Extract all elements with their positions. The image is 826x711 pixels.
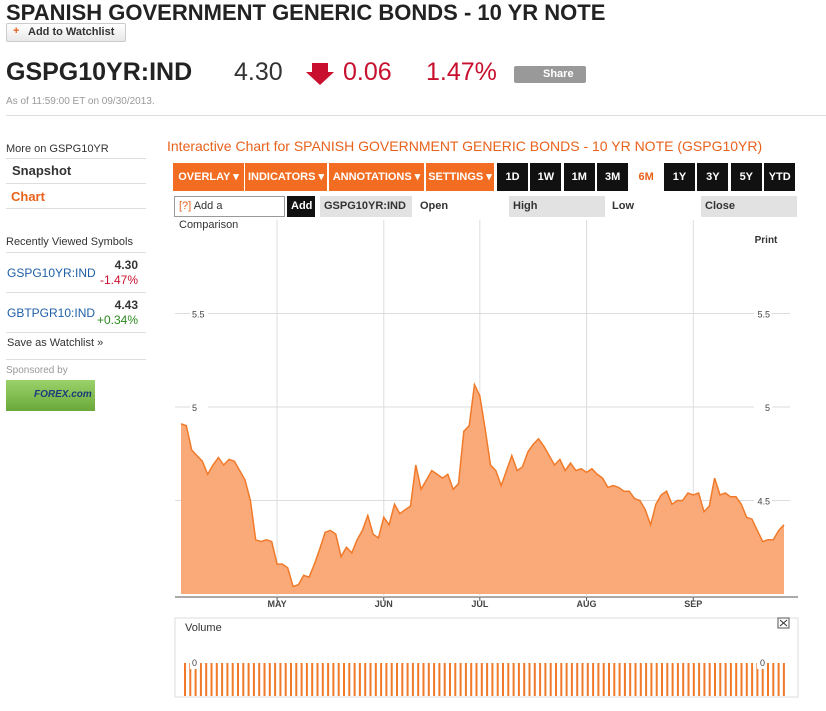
recent-change: +0.34% (96, 313, 138, 327)
tick-bg (754, 306, 772, 320)
range-button[interactable]: 3Y (697, 163, 729, 191)
sponsor-name: FOREX.com (34, 389, 92, 400)
more-on: More on GSPG10YR (6, 143, 109, 155)
y-tick-label: 5 (192, 403, 197, 413)
y-tick-label: 5.5 (192, 310, 205, 320)
divider (6, 183, 146, 184)
timestamp: As of 11:59:00 ET on 09/30/2013. (6, 96, 155, 107)
range-button[interactable]: 3M (597, 163, 629, 191)
field: Low (612, 200, 634, 212)
recent-symbol[interactable]: GBTPGR10:IND (7, 306, 96, 320)
share-label: Share (543, 68, 574, 80)
field: High (509, 196, 605, 217)
volume-tick-label: 0 (192, 658, 197, 668)
field: GSPG10YR:IND (320, 196, 412, 217)
divider (6, 158, 146, 159)
menu-button[interactable]: OVERLAY ▾ (173, 163, 244, 191)
tick-bg (190, 657, 200, 669)
compare-placeholder: Add a Comparison (179, 200, 239, 231)
y-tick-label: 4.5 (757, 497, 770, 507)
price: 4.30 (234, 58, 283, 86)
recent-price: 4.43 (114, 298, 138, 312)
volume-tick-label: 0 (760, 658, 765, 668)
range-button[interactable]: 1D (497, 163, 528, 191)
symbol: GSPG10YR:IND (6, 58, 193, 86)
snapshot-link[interactable]: Snapshot (12, 163, 72, 178)
price-line (180, 381, 785, 588)
x-tick-label: SEP (684, 599, 702, 609)
recent-change: -1.47% (99, 273, 138, 287)
divider (6, 292, 146, 293)
divider (6, 208, 146, 209)
divider (6, 332, 146, 333)
watchlist-label: Add to Watchlist (28, 26, 115, 38)
y-tick-label: 5 (765, 403, 770, 413)
tick-bg (754, 493, 772, 507)
range-button[interactable]: 1W (530, 163, 562, 191)
recent-price: 4.30 (114, 258, 138, 272)
menu-button[interactable]: SETTINGS ▾ (426, 163, 494, 191)
sponsor-logo[interactable]: FOREX.com (6, 380, 95, 411)
tick-bg (190, 400, 208, 413)
range-button[interactable]: 6M (630, 163, 662, 191)
volume-label: Volume (185, 622, 222, 634)
watchlist-button[interactable]: + Add to Watchlist (6, 23, 126, 42)
range-button[interactable]: 1Y (664, 163, 695, 191)
field: Close (701, 196, 797, 217)
x-tick-label: AUG (577, 599, 597, 609)
plus-icon: + (13, 25, 20, 37)
tick-bg (190, 306, 208, 320)
change-pct: 1.47% (426, 58, 497, 86)
divider (6, 115, 826, 116)
page-title: SPANISH GOVERNMENT GENERIC BONDS - 10 YR… (6, 0, 606, 25)
sponsored-by: Sponsored by (6, 365, 68, 376)
share-button[interactable]: Share (514, 66, 586, 83)
range-button[interactable]: 1M (563, 163, 595, 191)
chart-title: Interactive Chart for SPANISH GOVERNMENT… (167, 138, 763, 154)
menu-button[interactable]: INDICATORS ▾ (245, 163, 327, 191)
print-link[interactable]: Print (755, 235, 778, 246)
range-button[interactable]: 5Y (730, 163, 762, 191)
close-icon (779, 619, 788, 627)
range-button[interactable]: YTD (764, 163, 796, 191)
x-tick-label: JUL (471, 599, 489, 609)
chart-link[interactable]: Chart (11, 189, 45, 204)
save-watchlist[interactable]: Save as Watchlist » (7, 337, 104, 349)
tick-bg (757, 657, 767, 669)
x-tick-label: MAY (267, 599, 286, 609)
menu-button[interactable]: ANNOTATIONS ▾ (329, 163, 424, 191)
change: 0.06 (343, 58, 392, 86)
tick-bg (754, 400, 772, 413)
divider (6, 359, 146, 360)
price-area (181, 384, 784, 594)
compare-input[interactable]: [?] Add a Comparison (174, 196, 285, 231)
recent-symbol[interactable]: GSPG10YR:IND (7, 266, 96, 280)
add-button[interactable]: Add (287, 196, 315, 217)
field: Open (420, 200, 449, 212)
recent-title: Recently Viewed Symbols (6, 236, 133, 248)
help-icon[interactable]: [?] (179, 200, 192, 212)
down-arrow (306, 63, 334, 85)
x-tick-label: JUN (375, 599, 393, 609)
divider (6, 252, 146, 253)
y-tick-label: 5.5 (757, 310, 770, 320)
